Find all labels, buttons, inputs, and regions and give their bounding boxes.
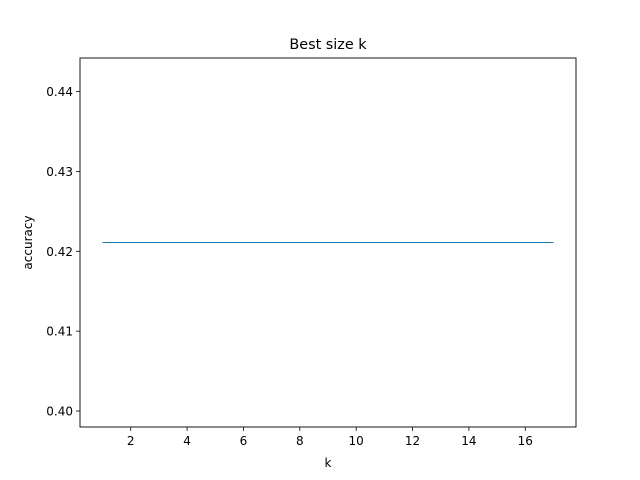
x-axis: 2 4 6 8 10 12 14 16 [127,427,533,448]
y-tick-label: 0.42 [46,245,73,259]
x-tick-label: 14 [461,434,476,448]
y-tick-label: 0.41 [46,325,73,339]
x-axis-label: k [325,456,332,470]
chart-title: Best size k [289,37,367,53]
y-tick-label: 0.43 [46,165,73,179]
x-tick-label: 12 [405,434,420,448]
x-tick-label: 4 [183,434,191,448]
x-tick-label: 8 [296,434,304,448]
x-tick-label: 6 [240,434,248,448]
y-tick-label: 0.44 [46,85,73,99]
x-tick-label: 10 [349,434,364,448]
y-axis-label: accuracy [21,215,35,269]
y-tick-label: 0.40 [46,405,73,419]
plot-area [79,57,577,428]
x-tick-label: 16 [518,434,533,448]
x-tick-label: 2 [127,434,135,448]
y-axis: 0.40 0.41 0.42 0.43 0.44 [46,85,80,419]
